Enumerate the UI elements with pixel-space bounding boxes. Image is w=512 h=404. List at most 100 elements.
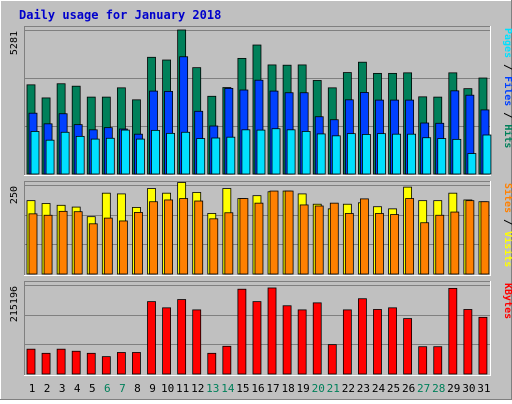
x-day-label-6: 6 <box>104 382 111 395</box>
x-day-label-31: 31 <box>477 382 490 395</box>
bottom-bar-kbytes-day-10 <box>162 307 171 375</box>
x-day-label-27: 27 <box>417 382 430 395</box>
bottom-bar-kbytes-day-11 <box>177 299 187 375</box>
middle-bar-sites-day-26 <box>405 198 415 275</box>
bottom-bar-kbytes-day-26 <box>403 318 413 375</box>
bottom-bar-kbytes-day-9 <box>147 301 156 375</box>
bottom-bar-kbytes-day-3 <box>56 348 66 375</box>
top-bar-pages-day-20 <box>316 133 326 175</box>
middle-bar-sites-day-12 <box>194 200 204 275</box>
middle-bar-sites-day-17 <box>269 190 279 275</box>
legend-files: Files <box>502 76 512 106</box>
middle-bar-sites-day-27 <box>420 222 430 275</box>
top-bar-pages-day-18 <box>286 129 296 175</box>
bottom-bar-kbytes-day-18 <box>282 305 292 375</box>
middle-bar-sites-day-15 <box>239 198 249 275</box>
middle-bar-sites-day-21 <box>329 202 339 275</box>
middle-y-tick-label: 250 <box>9 186 20 204</box>
bottom-bar-kbytes-day-7 <box>116 352 126 375</box>
top-bar-pages-day-28 <box>437 138 447 175</box>
bottom-bar-kbytes-day-30 <box>463 309 473 375</box>
x-day-label-8: 8 <box>134 382 141 395</box>
bottom-bar-kbytes-day-6 <box>101 356 111 375</box>
top-bar-pages-day-2 <box>45 139 55 175</box>
legend-kbytes: KBytes <box>502 283 512 319</box>
bottom-bar-kbytes-day-31 <box>478 316 488 375</box>
top-bar-pages-day-12 <box>196 138 206 175</box>
x-day-label-21: 21 <box>327 382 340 395</box>
bottom-bar-kbytes-day-19 <box>297 309 307 375</box>
legend-sites: Sites <box>502 183 512 213</box>
middle-bar-sites-day-18 <box>284 190 294 275</box>
x-day-label-5: 5 <box>89 382 96 395</box>
bottom-bar-kbytes-day-14 <box>222 345 232 375</box>
top-bar-pages-day-19 <box>301 131 311 175</box>
middle-bar-sites-day-8 <box>134 212 143 275</box>
middle-bar-sites-day-2 <box>43 214 53 275</box>
bottom-panel-bars <box>26 287 488 375</box>
bottom-bar-kbytes-day-23 <box>358 298 367 375</box>
top-bar-pages-day-25 <box>392 133 401 175</box>
middle-bar-sites-day-30 <box>465 200 475 275</box>
middle-bar-sites-day-5 <box>88 223 98 275</box>
x-axis-day-labels: 1 2 3 4 5 6 7 8 9 10 11 12 13 14 15 16 17 18 19 20 21 22 23 24 2… <box>29 382 491 395</box>
bottom-bar-kbytes-day-29 <box>448 287 458 375</box>
top-bar-pages-day-1 <box>30 131 40 175</box>
top-bar-pages-day-16 <box>256 129 266 175</box>
top-bar-pages-day-10 <box>166 132 175 175</box>
x-day-label-12: 12 <box>191 382 204 395</box>
x-day-label-24: 24 <box>372 382 386 395</box>
middle-bar-sites-day-29 <box>450 211 460 275</box>
x-day-label-9: 9 <box>149 382 156 395</box>
x-day-label-26: 26 <box>402 382 415 395</box>
top-y-tick-label: 5281 <box>9 31 20 55</box>
top-bar-pages-day-21 <box>331 135 341 175</box>
middle-bar-sites-day-16 <box>254 202 264 275</box>
middle-bar-sites-day-9 <box>149 201 158 275</box>
top-bar-pages-day-22 <box>346 133 356 175</box>
legend-visits: Visits <box>502 231 512 267</box>
middle-bar-sites-day-22 <box>344 213 354 275</box>
middle-bar-sites-day-1 <box>28 213 38 275</box>
x-day-label-17: 17 <box>266 382 279 395</box>
x-day-label-30: 30 <box>462 382 475 395</box>
top-bar-pages-day-27 <box>422 137 432 175</box>
bottom-bar-kbytes-day-24 <box>373 309 382 375</box>
x-day-label-13: 13 <box>206 382 219 395</box>
bottom-bar-kbytes-day-8 <box>132 352 141 375</box>
x-day-label-15: 15 <box>236 382 249 395</box>
x-day-label-28: 28 <box>432 382 445 395</box>
x-day-label-2: 2 <box>44 382 51 395</box>
bottom-bar-kbytes-day-12 <box>192 309 202 375</box>
bottom-bar-kbytes-day-22 <box>342 309 352 375</box>
top-bar-pages-day-23 <box>362 134 371 175</box>
x-day-label-16: 16 <box>251 382 264 395</box>
middle-panel-bars <box>26 182 490 275</box>
bottom-bar-kbytes-day-21 <box>327 344 337 375</box>
bottom-bar-kbytes-day-28 <box>433 346 443 375</box>
middle-bar-sites-day-13 <box>209 218 219 275</box>
top-bar-pages-day-3 <box>60 131 70 175</box>
x-day-label-1: 1 <box>29 382 36 395</box>
bottom-bar-kbytes-day-25 <box>388 307 397 375</box>
x-day-label-25: 25 <box>387 382 400 395</box>
middle-bar-sites-day-28 <box>435 214 445 275</box>
x-day-label-11: 11 <box>176 382 189 395</box>
middle-bar-sites-day-19 <box>299 204 309 275</box>
middle-bar-sites-day-11 <box>179 198 189 275</box>
x-day-label-23: 23 <box>357 382 370 395</box>
x-day-label-3: 3 <box>59 382 66 395</box>
middle-right-legend: Sites / Visits <box>502 183 512 267</box>
bottom-bar-kbytes-day-5 <box>86 352 96 375</box>
bottom-bar-kbytes-day-17 <box>267 287 277 375</box>
middle-bar-sites-day-31 <box>480 201 490 275</box>
top-right-legend: Pages / Files / Hits <box>502 28 512 148</box>
bottom-bar-kbytes-day-13 <box>207 352 217 375</box>
top-bar-pages-day-9 <box>151 129 160 175</box>
top-bar-pages-day-11 <box>181 131 191 175</box>
bottom-y-tick-label: 215196 <box>9 286 20 322</box>
x-day-label-10: 10 <box>161 382 174 395</box>
bottom-bar-kbytes-day-27 <box>418 346 428 375</box>
bottom-bar-kbytes-day-4 <box>71 350 81 375</box>
